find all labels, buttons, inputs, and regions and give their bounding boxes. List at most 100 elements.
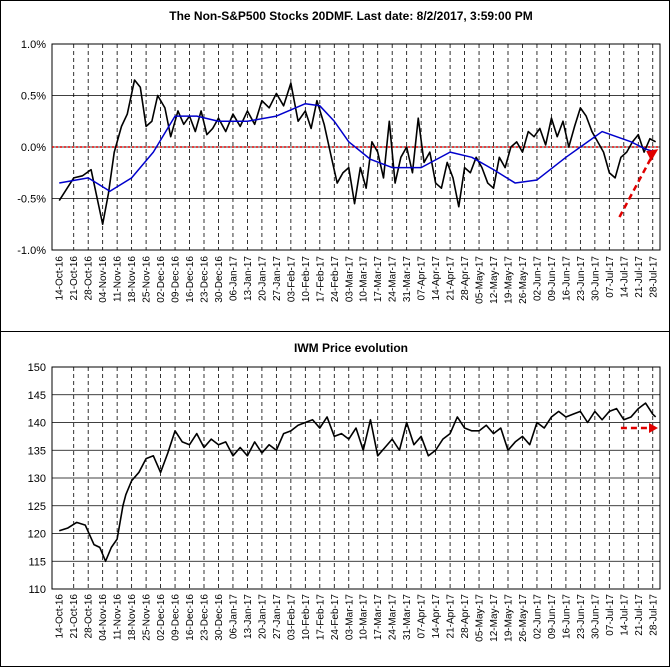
y-tick-label: 130 — [28, 473, 46, 485]
x-tick-label: 30-Jun-17 — [590, 594, 601, 639]
x-tick-label: 17-Feb-17 — [315, 256, 326, 303]
x-tick-label: 21-Apr-17 — [446, 256, 457, 301]
x-tick-label: 28-Apr-17 — [460, 594, 471, 639]
x-tick-label: 16-Jun-17 — [561, 256, 572, 301]
series-line-primary — [58, 402, 657, 563]
x-tick-label: 17-Feb-17 — [315, 594, 326, 641]
x-tick-label: 16-Jun-17 — [561, 594, 572, 639]
x-tick-label: 11-Nov-16 — [113, 594, 124, 640]
x-tick-label: 14-Oct-16 — [55, 256, 66, 301]
x-tick-label: 28-Oct-16 — [84, 256, 95, 301]
x-tick-label: 25-Nov-16 — [142, 256, 153, 303]
y-tick-label: 0.5% — [21, 91, 46, 103]
series-line-primary — [58, 79, 657, 226]
x-tick-label: 17-Mar-17 — [373, 594, 384, 641]
x-tick-label: 03-Feb-17 — [286, 256, 297, 303]
y-tick-label: 1.0% — [21, 39, 46, 51]
x-tick-label: 09-Dec-16 — [171, 256, 182, 303]
x-tick-label: 21-Oct-16 — [69, 594, 80, 639]
panel-iwm: IWM Price evolution 150 145 140 135 130 125 120… — [28, 341, 661, 642]
x-tick-label: 06-Jan-17 — [228, 594, 239, 639]
x-tick-label: 07-Jul-17 — [605, 594, 616, 636]
x-tick-label: 04-Nov-16 — [98, 256, 109, 303]
y-tick-label: 150 — [28, 362, 46, 374]
x-tick-label: 10-Feb-17 — [301, 594, 312, 641]
x-tick-label: 23-Jun-17 — [576, 256, 587, 301]
x-tick-label: 31-Mar-17 — [402, 256, 413, 303]
y-tick-label: 120 — [28, 529, 46, 541]
y-tick-label: 0.0% — [21, 142, 46, 154]
x-tick-label: 02-Dec-16 — [156, 256, 167, 303]
x-tick-label: 19-May-17 — [504, 594, 515, 642]
x-tick-label: 14-Apr-17 — [431, 594, 442, 639]
y-tick-label: -1.0% — [17, 245, 46, 257]
x-tick-label: 05-May-17 — [475, 256, 486, 304]
x-tick-label: 28-Apr-17 — [460, 256, 471, 301]
x-tick-label: 02-Jun-17 — [532, 594, 543, 639]
x-tick-label: 31-Mar-17 — [402, 594, 413, 641]
x-tick-label: 21-Jul-17 — [634, 256, 645, 298]
x-tick-label: 25-Nov-16 — [142, 594, 153, 641]
x-tick-label: 12-May-17 — [489, 594, 500, 642]
x-tick-label: 06-Jan-17 — [228, 256, 239, 301]
x-tick-label: 04-Nov-16 — [98, 594, 109, 641]
x-tick-label: 10-Feb-17 — [301, 256, 312, 303]
x-tick-label: 26-May-17 — [518, 594, 529, 642]
x-tick-label: 07-Jul-17 — [605, 256, 616, 298]
x-tick-label: 02-Dec-16 — [156, 594, 167, 641]
x-tick-label: 23-Dec-16 — [200, 594, 211, 641]
x-tick-label: 09-Jun-17 — [547, 256, 558, 301]
x-tick-label: 05-May-17 — [475, 594, 486, 642]
x-tick-label: 28-Jul-17 — [648, 256, 659, 298]
x-tick-label: 14-Jul-17 — [619, 594, 630, 636]
x-tick-label: 10-Mar-17 — [359, 594, 370, 641]
y-tick-label: 145 — [28, 390, 46, 402]
x-tick-label: 18-Nov-16 — [127, 256, 138, 303]
x-tick-label: 20-Jan-17 — [257, 594, 268, 639]
x-tick-label: 30-Dec-16 — [214, 594, 225, 641]
y-tick-label: 125 — [28, 501, 46, 513]
x-tick-label: 16-Dec-16 — [185, 594, 196, 641]
x-tick-label: 13-Jan-17 — [243, 594, 254, 639]
x-tick-label: 18-Nov-16 — [127, 594, 138, 641]
x-tick-label: 17-Mar-17 — [373, 256, 384, 303]
x-tick-label: 30-Jun-17 — [590, 256, 601, 301]
x-tick-label: 07-Apr-17 — [417, 256, 428, 301]
x-tick-label: 24-Feb-17 — [330, 594, 341, 641]
y-tick-label: 140 — [28, 418, 46, 430]
trend-arrow-shaft — [618, 151, 656, 218]
x-tick-label: 23-Jun-17 — [576, 594, 587, 639]
y-tick-label: 110 — [28, 584, 46, 596]
x-tick-label: 27-Jan-17 — [272, 256, 283, 301]
y-tick-label: 115 — [28, 556, 46, 568]
y-tick-label: 135 — [28, 445, 46, 457]
x-tick-label: 14-Oct-16 — [55, 594, 66, 639]
x-tick-label: 24-Mar-17 — [388, 594, 399, 641]
x-tick-label: 11-Nov-16 — [113, 256, 124, 302]
x-tick-label: 07-Apr-17 — [417, 594, 428, 639]
chart-title: The Non-S&P500 Stocks 20DMF. Last date: … — [169, 9, 532, 23]
x-tick-label: 09-Jun-17 — [547, 594, 558, 639]
chart-title: IWM Price evolution — [294, 341, 408, 355]
x-tick-label: 24-Mar-17 — [388, 256, 399, 303]
y-tick-label: -0.5% — [17, 194, 46, 206]
x-tick-label: 02-Jun-17 — [532, 256, 543, 301]
x-tick-label: 19-May-17 — [504, 256, 515, 304]
x-tick-label: 10-Mar-17 — [359, 256, 370, 303]
x-tick-label: 21-Apr-17 — [446, 594, 457, 639]
x-tick-label: 14-Jul-17 — [619, 256, 630, 298]
x-tick-label: 14-Apr-17 — [431, 256, 442, 301]
x-tick-label: 28-Jul-17 — [648, 594, 659, 636]
x-tick-label: 28-Oct-16 — [84, 594, 95, 639]
x-tick-label: 23-Dec-16 — [200, 256, 211, 303]
x-tick-label: 20-Jan-17 — [257, 256, 268, 301]
x-tick-label: 24-Feb-17 — [330, 256, 341, 303]
x-tick-label: 16-Dec-16 — [185, 256, 196, 303]
x-tick-label: 03-Feb-17 — [286, 594, 297, 641]
series-line-moving-average — [59, 102, 656, 193]
x-tick-label: 13-Jan-17 — [243, 256, 254, 301]
x-tick-label: 03-Mar-17 — [344, 256, 355, 303]
x-tick-label: 12-May-17 — [489, 256, 500, 304]
